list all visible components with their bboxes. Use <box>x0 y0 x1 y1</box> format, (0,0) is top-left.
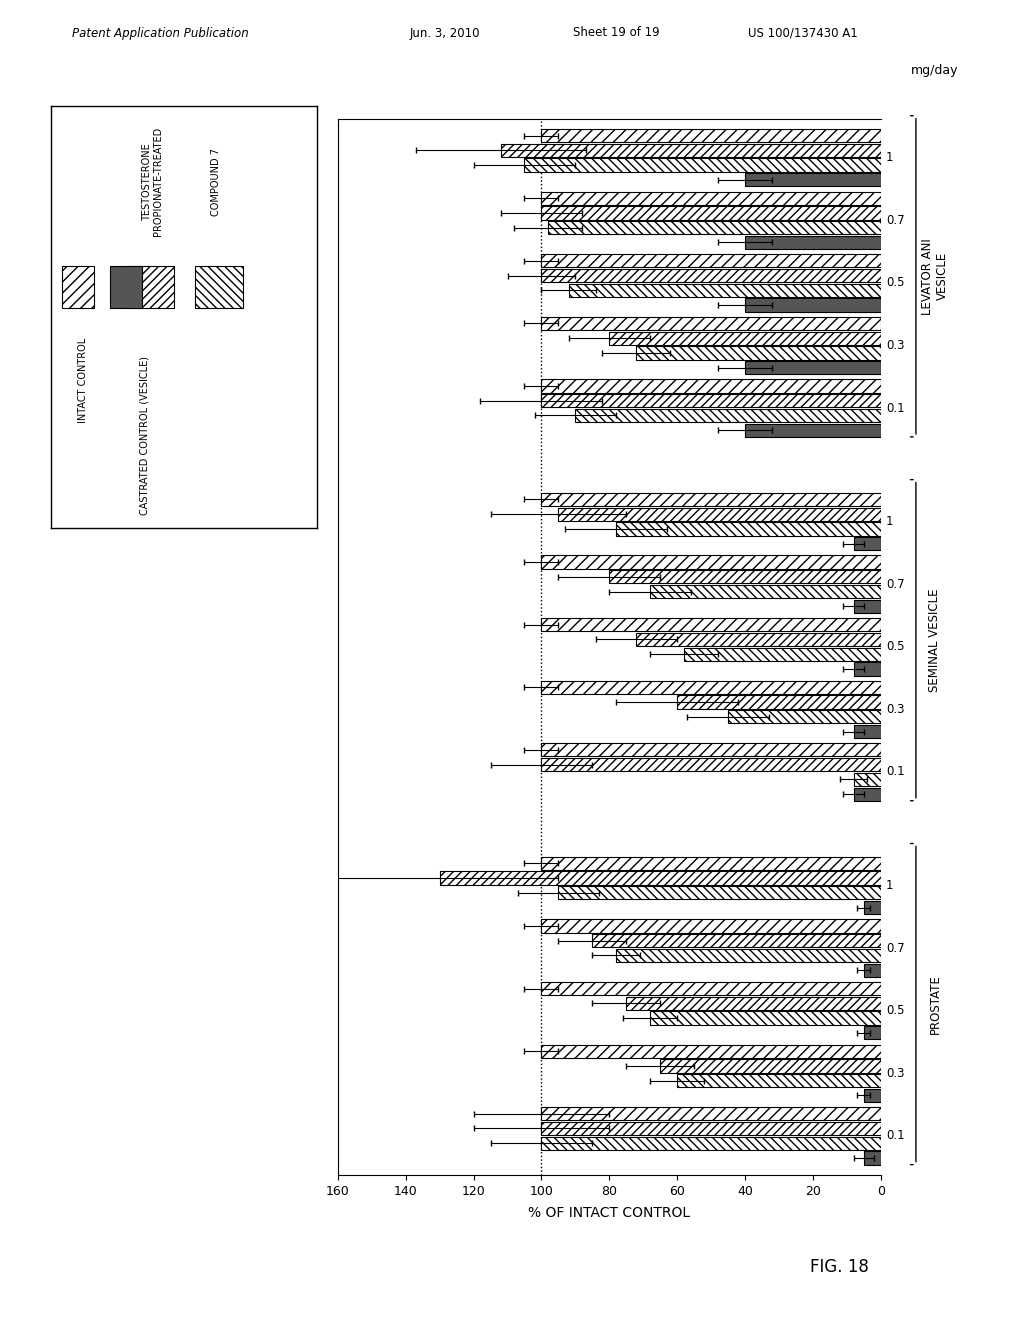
Text: Jun. 3, 2010: Jun. 3, 2010 <box>410 26 480 40</box>
Text: LEVATOR ANI
VESICLE: LEVATOR ANI VESICLE <box>921 238 949 314</box>
Bar <box>609 331 881 345</box>
Bar <box>745 236 881 249</box>
Bar <box>745 298 881 312</box>
Text: 0.1: 0.1 <box>886 766 904 779</box>
Text: CASTRATED CONTROL (VESICLE): CASTRATED CONTROL (VESICLE) <box>139 355 150 515</box>
Bar <box>542 1107 881 1121</box>
Bar <box>542 758 881 771</box>
Bar <box>609 570 881 583</box>
Text: 0.1: 0.1 <box>886 1130 904 1142</box>
Bar <box>542 255 881 268</box>
Text: FIG. 18: FIG. 18 <box>810 1258 869 1276</box>
Bar <box>542 1137 881 1150</box>
Bar <box>542 681 881 694</box>
Text: US 100/137430 A1: US 100/137430 A1 <box>748 26 857 40</box>
X-axis label: % OF INTACT CONTROL: % OF INTACT CONTROL <box>528 1206 690 1220</box>
Bar <box>854 788 881 801</box>
Text: 0.5: 0.5 <box>886 1005 904 1018</box>
Bar <box>542 129 881 143</box>
Text: 0.5: 0.5 <box>886 276 904 289</box>
Bar <box>854 537 881 550</box>
Bar <box>616 523 881 536</box>
Bar <box>660 1059 881 1073</box>
Bar <box>854 599 881 612</box>
Bar <box>542 269 881 282</box>
Text: SEMINAL VESICLE: SEMINAL VESICLE <box>929 589 941 692</box>
Bar <box>863 964 881 977</box>
Bar <box>501 144 881 157</box>
Bar <box>524 158 881 172</box>
Text: COMPOUND 7: COMPOUND 7 <box>211 148 221 215</box>
Text: Sheet 19 of 19: Sheet 19 of 19 <box>573 26 660 40</box>
Bar <box>863 1151 881 1164</box>
Bar <box>558 508 881 521</box>
Bar <box>542 1122 881 1135</box>
Text: 1: 1 <box>886 879 894 892</box>
Bar <box>728 710 881 723</box>
Bar <box>568 284 881 297</box>
Bar <box>542 379 881 392</box>
Bar <box>61 267 94 309</box>
Bar <box>637 632 881 645</box>
Bar <box>542 919 881 932</box>
Text: 1: 1 <box>886 515 894 528</box>
Bar <box>745 362 881 375</box>
Bar <box>542 191 881 205</box>
Bar <box>863 1089 881 1102</box>
Bar <box>592 935 881 948</box>
Text: 0.7: 0.7 <box>886 941 904 954</box>
Text: INTACT CONTROL: INTACT CONTROL <box>78 338 88 422</box>
Text: TESTOSTERONE
PROPIONATE-TREATED: TESTOSTERONE PROPIONATE-TREATED <box>141 127 163 236</box>
Text: 0.3: 0.3 <box>886 339 904 352</box>
Bar <box>854 663 881 676</box>
Text: 0.7: 0.7 <box>886 214 904 227</box>
Text: 0.5: 0.5 <box>886 640 904 653</box>
Bar <box>110 267 141 309</box>
Bar <box>745 424 881 437</box>
Text: PROSTATE: PROSTATE <box>929 974 941 1034</box>
Bar <box>677 696 881 709</box>
Bar <box>745 173 881 186</box>
Bar <box>542 743 881 756</box>
Text: Patent Application Publication: Patent Application Publication <box>72 26 249 40</box>
Text: 0.3: 0.3 <box>886 702 904 715</box>
Text: 0.3: 0.3 <box>886 1067 904 1080</box>
Bar <box>650 1011 881 1024</box>
Bar <box>542 492 881 506</box>
Bar <box>558 886 881 899</box>
Bar <box>542 1044 881 1057</box>
Text: 0.7: 0.7 <box>886 578 904 591</box>
Bar <box>542 618 881 631</box>
Bar <box>684 648 881 661</box>
Bar <box>863 902 881 915</box>
Bar <box>542 556 881 569</box>
Bar <box>542 206 881 219</box>
Bar <box>854 725 881 738</box>
Text: mg/day: mg/day <box>911 63 958 77</box>
Bar <box>542 857 881 870</box>
Bar <box>548 220 881 235</box>
Bar <box>439 871 881 884</box>
Bar <box>637 346 881 359</box>
Bar <box>195 267 243 309</box>
Bar <box>616 949 881 962</box>
Bar <box>677 1074 881 1088</box>
Bar <box>126 267 174 309</box>
Text: 1: 1 <box>886 152 894 164</box>
Bar <box>627 997 881 1010</box>
Bar <box>542 395 881 408</box>
Bar <box>542 317 881 330</box>
Bar <box>854 772 881 785</box>
Bar <box>542 982 881 995</box>
Bar <box>575 409 881 422</box>
Text: 0.1: 0.1 <box>886 401 904 414</box>
Bar <box>863 1026 881 1039</box>
Bar <box>650 585 881 598</box>
